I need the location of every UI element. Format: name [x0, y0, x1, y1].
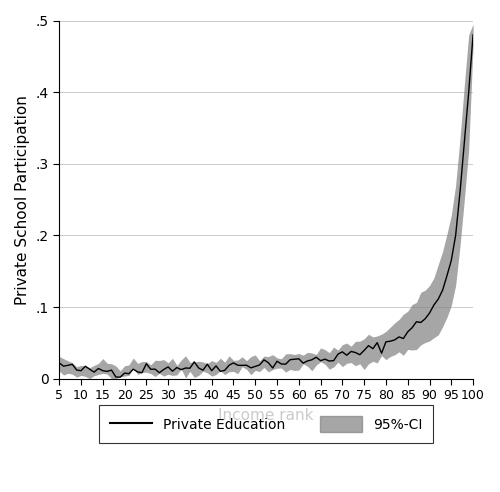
Y-axis label: Private School Participation: Private School Participation: [15, 94, 30, 305]
X-axis label: Income rank: Income rank: [218, 408, 314, 423]
Legend: Private Education, 95%-CI: Private Education, 95%-CI: [99, 405, 433, 443]
